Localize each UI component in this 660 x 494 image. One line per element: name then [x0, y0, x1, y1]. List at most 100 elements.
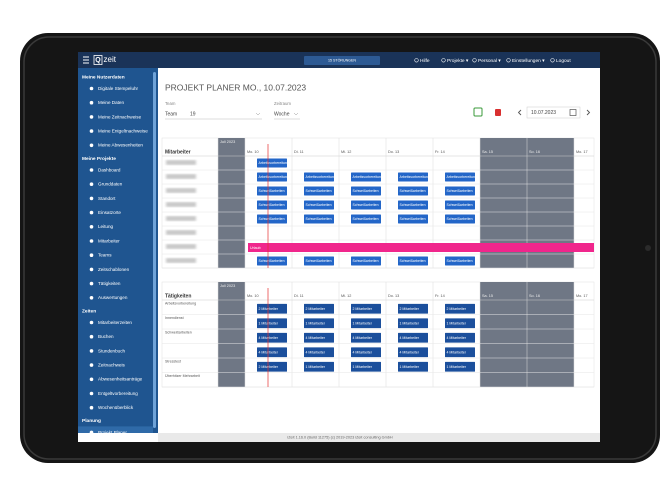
block-label[interactable]: Schweißarbeiten — [353, 259, 379, 263]
event-block[interactable]: Schweißarbeiten — [398, 200, 428, 210]
block-label[interactable]: Arbeitsvorbereitung — [353, 175, 383, 179]
block-label[interactable]: Arbeitsvorbereitung — [259, 175, 289, 179]
block-fill[interactable] — [398, 361, 428, 372]
activity-block[interactable]: 4 Mitarbeiter — [398, 332, 428, 343]
sidebar-item[interactable]: Abwesenheitsanträge — [98, 377, 143, 382]
delete-icon[interactable] — [495, 109, 501, 116]
event-block[interactable]: Schweißarbeiten — [398, 214, 428, 224]
block-label[interactable]: 2 Mitarbeiter — [353, 307, 373, 311]
block-fill[interactable] — [257, 172, 287, 182]
block-fill[interactable] — [351, 361, 381, 372]
block-fill[interactable] — [304, 172, 334, 182]
block-label[interactable]: Schweißarbeiten — [306, 189, 332, 193]
block-fill[interactable] — [398, 200, 428, 210]
hamburger[interactable] — [83, 56, 89, 64]
sidebar-item[interactable]: Zeitnachweis — [98, 363, 126, 368]
menu-icon[interactable] — [550, 58, 555, 63]
block-fill[interactable] — [351, 256, 381, 266]
event-block[interactable]: Arbeitsvorbereitung — [257, 158, 289, 168]
menu-item[interactable]: Projekte ▾ — [447, 58, 469, 64]
event-block[interactable]: Schweißarbeiten — [351, 186, 381, 196]
sidebar-item[interactable]: Meine Abwesenheiten — [98, 143, 143, 148]
block-fill[interactable] — [445, 200, 475, 210]
block-label[interactable]: Schweißarbeiten — [259, 203, 285, 207]
block-label[interactable]: Arbeitsvorbereitung — [259, 161, 289, 165]
event-block[interactable]: Schweißarbeiten — [304, 186, 334, 196]
sidebar-item[interactable]: Meine Zeitnachweise — [98, 114, 142, 119]
block-label[interactable]: Schweißarbeiten — [306, 217, 332, 221]
block-label[interactable]: Schweißarbeiten — [306, 259, 332, 263]
block-fill[interactable] — [398, 186, 428, 196]
block-fill[interactable] — [445, 256, 475, 266]
block-fill[interactable] — [257, 303, 287, 314]
sidebar-scrollbar[interactable] — [153, 72, 156, 428]
block-label[interactable]: 4 Mitarbeiter — [353, 350, 373, 354]
sidebar-item[interactable]: Meine Entgeltnachweise — [98, 129, 148, 134]
activity-block[interactable]: 4 Mitarbeiter — [351, 347, 381, 358]
block-label[interactable]: 2 Mitarbeiter — [400, 307, 420, 311]
sidebar-item[interactable]: Einsatzorte — [98, 210, 121, 215]
block-label[interactable]: 4 Mitarbeiter — [259, 350, 279, 354]
sidebar-item[interactable]: Buchen — [98, 334, 114, 339]
alert-text[interactable]: 15 STÖRUNGEN — [328, 59, 356, 63]
block-label[interactable]: Schweißarbeiten — [447, 259, 473, 263]
activity-block[interactable]: 2 Mitarbeiter — [304, 303, 334, 314]
menu-item[interactable]: Hilfe — [420, 58, 430, 64]
event-block[interactable]: Schweißarbeiten — [257, 256, 287, 266]
activity-block[interactable]: 4 Mitarbeiter — [445, 347, 475, 358]
absence-label[interactable]: Urlaub — [250, 246, 261, 250]
event-block[interactable]: Schweißarbeiten — [304, 200, 334, 210]
block-fill[interactable] — [257, 186, 287, 196]
activity-block[interactable]: 4 Mitarbeiter — [304, 347, 334, 358]
activity-block[interactable]: 2 Mitarbeiter — [445, 303, 475, 314]
block-fill[interactable] — [304, 332, 334, 343]
sidebar-item[interactable]: Zeitschablonen — [98, 267, 130, 272]
block-fill[interactable] — [445, 186, 475, 196]
block-fill[interactable] — [304, 186, 334, 196]
activity-block[interactable]: 4 Mitarbeiter — [398, 347, 428, 358]
sidebar-item[interactable]: Standort — [98, 196, 116, 201]
event-block[interactable]: Schweißarbeiten — [351, 214, 381, 224]
sidebar-item[interactable]: Projekt Planer — [98, 430, 127, 435]
block-fill[interactable] — [304, 200, 334, 210]
block-fill[interactable] — [257, 200, 287, 210]
prev-button[interactable] — [517, 109, 522, 116]
block-fill[interactable] — [257, 332, 287, 343]
block-fill[interactable] — [304, 318, 334, 329]
block-fill[interactable] — [351, 172, 381, 182]
sidebar-item[interactable]: Mitarbeiter — [98, 238, 120, 243]
block-label[interactable]: 2 Mitarbeiter — [447, 307, 467, 311]
block-label[interactable]: Schweißarbeiten — [306, 203, 332, 207]
block-label[interactable]: Schweißarbeiten — [400, 259, 426, 263]
block-label[interactable]: 1 Mitarbeiter — [306, 365, 326, 369]
block-fill[interactable] — [398, 318, 428, 329]
activity-block[interactable]: 1 Mitarbeiter — [445, 318, 475, 329]
block-label[interactable]: Schweißarbeiten — [259, 217, 285, 221]
block-label[interactable]: 4 Mitarbeiter — [353, 336, 373, 340]
block-label[interactable]: Schweißarbeiten — [400, 217, 426, 221]
event-block[interactable]: Schweißarbeiten — [398, 186, 428, 196]
block-label[interactable]: 4 Mitarbeiter — [306, 336, 326, 340]
menu-item[interactable]: Logout — [556, 58, 571, 64]
event-block[interactable]: Arbeitsvorbereitung — [351, 172, 383, 182]
team-prefix[interactable]: Team — [165, 111, 177, 117]
menu-icon[interactable] — [506, 58, 511, 63]
block-fill[interactable] — [351, 214, 381, 224]
event-block[interactable]: Schweißarbeiten — [445, 200, 475, 210]
block-fill[interactable] — [351, 332, 381, 343]
sidebar-item[interactable]: Mitarbeiterzeiten — [98, 320, 132, 325]
sidebar-item[interactable]: Meine Daten — [98, 100, 124, 105]
block-fill[interactable] — [398, 214, 428, 224]
block-label[interactable]: 1 Mitarbeiter — [400, 365, 420, 369]
block-label[interactable]: 4 Mitarbeiter — [259, 336, 279, 340]
sidebar-item[interactable]: Teams — [98, 253, 112, 258]
block-fill[interactable] — [257, 361, 287, 372]
block-label[interactable]: 1 Mitarbeiter — [306, 321, 326, 325]
block-fill[interactable] — [304, 214, 334, 224]
block-label[interactable]: 1 Mitarbeiter — [259, 321, 279, 325]
sidebar-item[interactable]: Tätigkeiten — [98, 281, 121, 286]
block-label[interactable]: Schweißarbeiten — [400, 203, 426, 207]
block-label[interactable]: Schweißarbeiten — [353, 203, 379, 207]
block-label[interactable]: Schweißarbeiten — [400, 189, 426, 193]
block-fill[interactable] — [257, 256, 287, 266]
